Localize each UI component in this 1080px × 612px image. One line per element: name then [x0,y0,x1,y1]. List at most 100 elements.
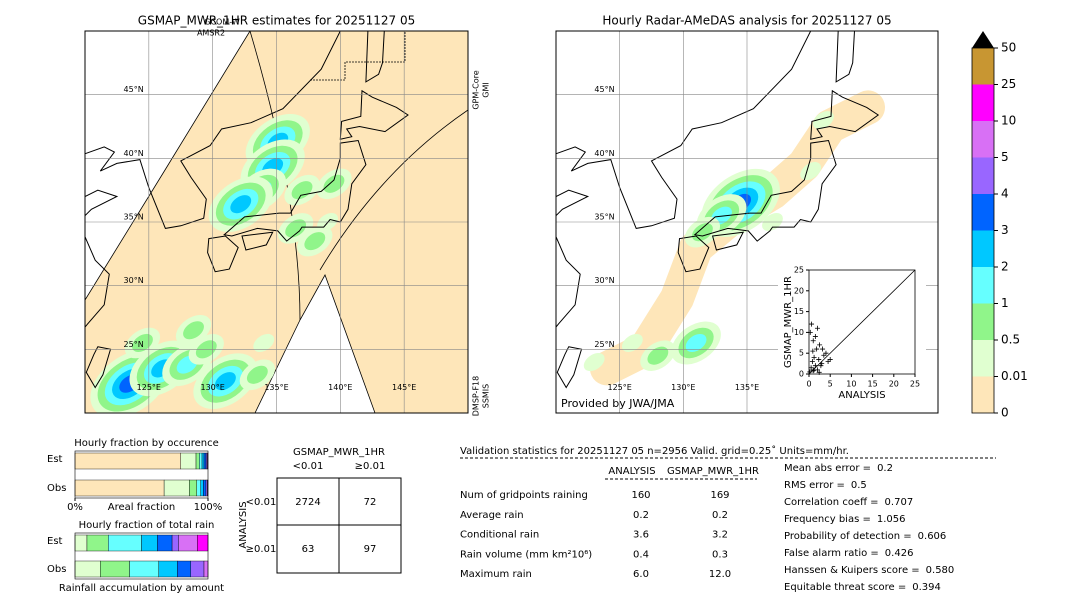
score-value: 0.426 [885,548,914,559]
bar-segment [158,560,178,578]
bar-segment [86,534,109,552]
x-axis-label: Areal fraction [108,502,175,513]
score: Frequency bias = 1.056 [784,514,906,525]
score-label: Correlation coeff = [784,497,879,508]
score-value: 0.606 [918,531,947,542]
map-title: Hourly Radar-AMeDAS analysis for 2025112… [602,14,891,28]
rain-area [647,346,669,365]
y-tick-label: 5 [799,349,804,358]
bar-segment [171,534,179,552]
coastline [677,235,710,273]
bar-segment [197,534,209,552]
colorbar-label: 50 [1001,41,1016,55]
swath-box [310,31,406,81]
coastline [207,235,239,273]
coastline [693,139,837,242]
colorbar-label: 0.5 [1001,333,1020,347]
score: False alarm ratio = 0.426 [784,548,913,559]
lon-label: 135°E [735,383,759,392]
map-frame [84,30,469,414]
map-annotation: DMSP-F18 [472,376,481,416]
x-tick-label: 10 [846,380,856,389]
bar-segment [74,452,181,470]
lat-label: 25°N [594,340,614,349]
map-layer [556,31,938,413]
bar-segment [180,452,197,470]
lon-label: 145°E [392,383,416,392]
map-layer [85,31,468,413]
colorbar-segment [972,84,994,121]
score: Probability of detection = 0.606 [784,531,946,542]
colorbar-segment [972,340,994,377]
rain-area [132,333,153,353]
row-header: <0.01 [246,497,277,508]
score-label: False alarm ratio = [784,548,879,559]
x-tick-label: 15 [868,380,878,389]
score-value: 0.2 [877,463,893,474]
score-label: RMS error = [784,480,845,491]
bar-segment [157,534,173,552]
score-value: 0.5 [851,480,867,491]
scatter-point [807,369,813,375]
x-tick-label: 20 [889,380,899,389]
bar-segment [203,479,207,497]
scatter-point [810,368,816,374]
inset-frame [808,269,916,375]
column-header: ≥0.01 [355,461,386,472]
score: Mean abs error = 0.2 [784,463,893,474]
score: Hanssen & Kuipers score = 0.580 [784,565,954,576]
lon-label: 135°E [264,383,288,392]
lon-label: 140°E [328,383,352,392]
category-label: Est [47,536,63,547]
colorbar-segment [972,157,994,194]
rain-area [183,321,204,340]
score-value: 0.707 [885,497,914,508]
map-title: GSMAP_MWR_1HR estimates for 20251127 05 [138,14,415,28]
y-tick-label: 10 [794,328,804,337]
lon-label: 130°E [201,383,225,392]
rain-area [583,353,605,372]
bar-segment [203,560,209,578]
score-value: 0.394 [912,582,941,593]
y-tick-label: 20 [794,286,804,295]
rain-area [685,333,707,352]
bar-segment [196,479,201,497]
diagonal [808,269,916,375]
colorbar-segment [972,48,994,85]
coastline [85,31,341,229]
bar-segment [100,560,130,578]
scatter-point [811,367,817,373]
bar-segment [141,534,158,552]
stat-value: 160 [631,490,650,501]
rain-area [304,232,326,251]
lon-label: 125°E [137,383,161,392]
colorbar-label: 1 [1001,296,1009,310]
bar-segment [178,534,198,552]
colorbar-segment [972,303,994,340]
scatter-point [819,361,825,367]
score: Equitable threat score = 0.394 [784,582,941,593]
coastline [835,31,855,83]
x-axis-label: Rainfall accumulation by amount [59,583,224,594]
colorbar-label: 10 [1001,114,1016,128]
rain-area [323,174,345,193]
score-label: Mean abs error = [784,463,871,474]
stat-label: Maximum rain [460,569,532,580]
stat-value: 12.0 [709,569,731,580]
bar-segment [129,560,159,578]
coastline [810,89,880,140]
map-annotation: GPM-Core [472,70,481,109]
x-tick-label: 5 [828,380,833,389]
stat-value: 0.3 [712,549,728,560]
colorbar-label: 4 [1001,187,1009,201]
scatter-point [816,369,822,375]
x-tick-label: 0% [67,502,83,513]
x-tick-label: 0 [806,380,811,389]
stat-label: Num of gridpoints raining [460,490,588,501]
scatter-point [809,321,815,327]
score-label: Probability of detection = [784,531,912,542]
bar-segment [195,452,200,470]
coastline [556,31,812,229]
bar-segment [203,452,207,470]
category-label: Est [47,454,63,465]
